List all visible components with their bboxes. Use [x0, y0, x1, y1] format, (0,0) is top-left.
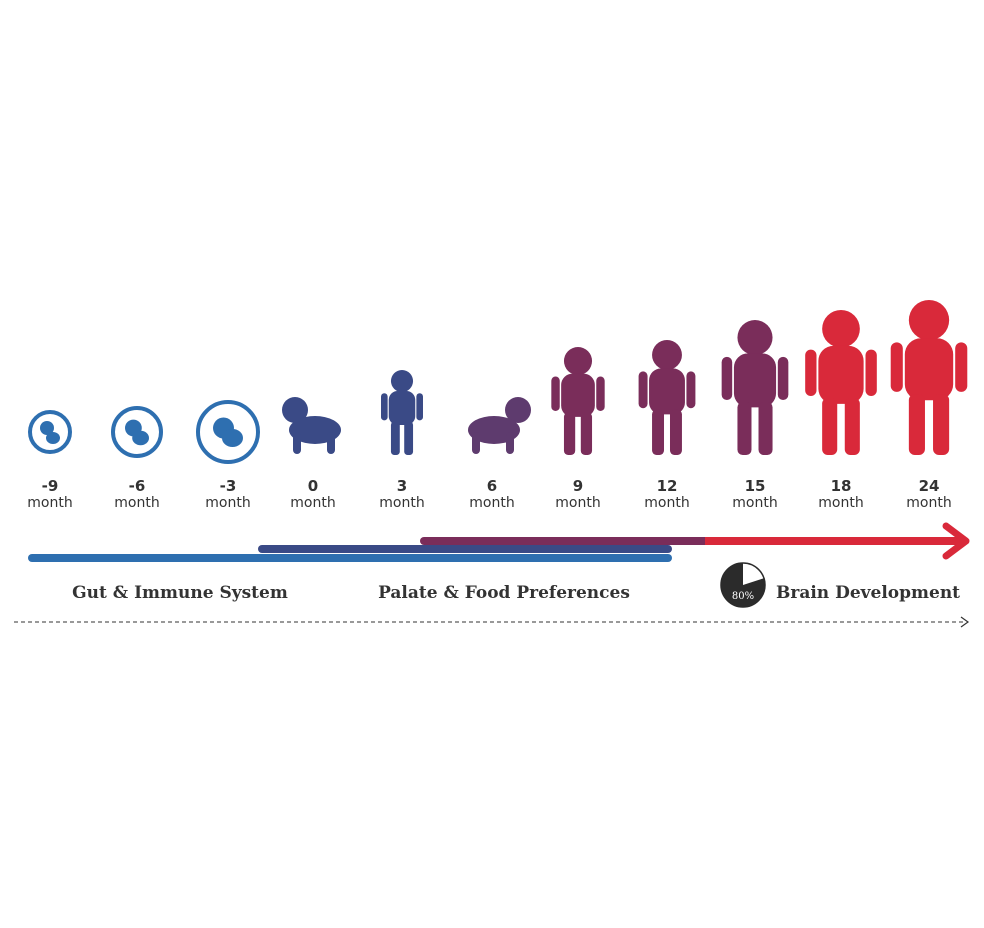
limb [293, 432, 301, 454]
embryo-icon [196, 400, 260, 464]
leg [933, 394, 950, 455]
stage-age: 6 [487, 477, 497, 495]
child-silhouette [551, 347, 605, 455]
torso [561, 373, 595, 417]
head [822, 310, 860, 348]
leg [669, 409, 682, 455]
gut-bar [28, 554, 672, 562]
embryo-body [132, 430, 150, 446]
arrow-head [942, 522, 970, 560]
head [282, 397, 308, 423]
stage-age: -9 [42, 477, 59, 495]
palate-bar [258, 545, 672, 553]
child-silhouette [721, 320, 789, 455]
leg [822, 398, 838, 455]
bar-label: Brain Development [776, 583, 960, 603]
brain-bar-end [705, 537, 963, 545]
embryo-head [40, 421, 54, 435]
leg [580, 412, 593, 455]
stage-unit: month [906, 495, 951, 511]
torso [733, 353, 777, 408]
leg [390, 421, 400, 455]
arm [638, 371, 648, 409]
badge-wedge [721, 563, 765, 608]
embryo-body [46, 432, 60, 444]
leg [563, 412, 576, 455]
child-silhouette [381, 370, 423, 455]
embryo-body [222, 429, 243, 447]
arm [721, 356, 733, 401]
stage-age: 0 [308, 477, 318, 495]
child-silhouette [638, 340, 696, 455]
leg [737, 401, 752, 455]
head [505, 397, 531, 423]
badge-label: 80% [732, 591, 754, 602]
head [652, 340, 682, 370]
baby-silhouette [282, 397, 341, 454]
arm [865, 349, 877, 396]
stage-unit: month [818, 495, 863, 511]
stage-age: 24 [919, 477, 940, 495]
arm [805, 349, 817, 396]
arm [551, 376, 560, 412]
bar-label: Palate & Food Preferences [378, 583, 630, 603]
stage-unit: month [469, 495, 514, 511]
stage-age: 15 [745, 477, 766, 495]
torso [818, 345, 864, 404]
arm [955, 342, 968, 392]
stage-unit: month [644, 495, 689, 511]
torso [904, 338, 954, 401]
stage-unit: month [555, 495, 600, 511]
brain-bar-start [420, 537, 710, 545]
arm [686, 371, 696, 409]
leg [844, 398, 860, 455]
leg [758, 401, 773, 455]
stage-unit: month [732, 495, 777, 511]
child-silhouette [805, 310, 877, 455]
stage-age: -6 [129, 477, 146, 495]
stage-age: -3 [220, 477, 237, 495]
stage-unit: month [114, 495, 159, 511]
arm [416, 393, 423, 421]
baby-silhouette [468, 397, 531, 454]
arm [890, 342, 903, 392]
brain-badge: 80% [720, 562, 766, 608]
bar-label: Gut & Immune System [72, 583, 288, 603]
leg [908, 394, 925, 455]
stage-age: 12 [657, 477, 678, 495]
head [390, 370, 414, 393]
arm [381, 393, 388, 421]
stage-age: 18 [831, 477, 852, 495]
embryo-icon [111, 406, 163, 458]
leg [652, 409, 665, 455]
stage-unit: month [27, 495, 72, 511]
limb [506, 432, 514, 454]
limb [472, 432, 480, 454]
head [908, 300, 950, 341]
leg [404, 421, 414, 455]
stage-age: 3 [397, 477, 407, 495]
timeline-arrow [960, 616, 970, 628]
limb [327, 432, 335, 454]
head [737, 320, 773, 356]
stage-unit: month [205, 495, 250, 511]
stage-unit: month [379, 495, 424, 511]
stage-age: 9 [573, 477, 583, 495]
embryo-icon [28, 410, 72, 454]
torso [649, 368, 685, 415]
arm [777, 356, 789, 401]
torso [388, 390, 416, 425]
arm [596, 376, 605, 412]
head [563, 347, 593, 376]
child-silhouette [890, 300, 968, 455]
stage-unit: month [290, 495, 335, 511]
